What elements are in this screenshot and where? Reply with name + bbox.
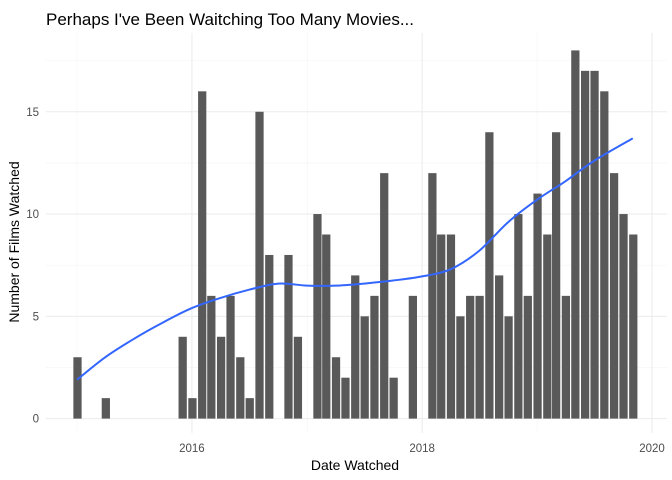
bar [408,295,417,419]
bar [629,234,638,419]
bar [216,336,226,419]
bar [514,214,523,419]
bar [341,377,350,419]
bar [73,357,82,419]
bar [389,377,398,419]
bar [504,316,513,419]
bar [552,132,561,419]
bar [313,214,322,419]
bar [178,336,187,419]
bar [101,398,110,419]
y-tick-label: 5 [33,311,39,323]
bar [495,275,504,419]
bar [475,295,484,419]
bar [609,173,619,419]
y-tick-label: 15 [26,107,39,119]
bar [561,295,571,419]
bar [571,50,580,419]
bar [428,173,437,419]
bar [265,254,274,419]
trend-line [76,137,634,381]
y-tick-label: 10 [26,209,39,221]
bar [226,295,235,419]
bar [322,234,331,419]
x-tick-label: 2016 [179,443,205,455]
bar [466,295,475,419]
bar [360,316,369,419]
bar [543,234,552,419]
y-axis-tick-labels: 0 5 10 15 [26,107,39,426]
bar [590,70,599,419]
x-tick-label: 2018 [409,443,435,455]
bar [446,234,456,419]
bar [188,398,197,419]
bar [580,70,590,419]
bar [370,295,379,419]
y-axis-title: Number of Films Watched [6,161,22,322]
chart-title: Perhaps I've Been Waitching Too Many Mov… [46,10,414,29]
bar [523,295,532,419]
y-tick-label: 0 [33,414,39,426]
bar [619,214,628,419]
bars [73,50,638,419]
x-axis-tick-labels: 2016 2018 2020 [179,443,665,455]
bar [380,173,389,419]
minor-gridlines [46,33,667,433]
x-axis-title: Date Watched [311,457,399,473]
bar [437,234,446,419]
bar [600,91,609,419]
bar [284,254,293,419]
bar [456,316,465,419]
bar [255,111,264,419]
bar [245,398,254,419]
bar [533,193,542,419]
x-tick-label: 2020 [639,443,665,455]
bar [236,357,245,419]
bar [485,132,494,419]
bar [293,336,303,419]
bar [198,91,207,419]
bar [207,295,216,419]
bar [331,357,341,419]
bar [351,275,360,419]
major-gridlines [46,33,667,433]
